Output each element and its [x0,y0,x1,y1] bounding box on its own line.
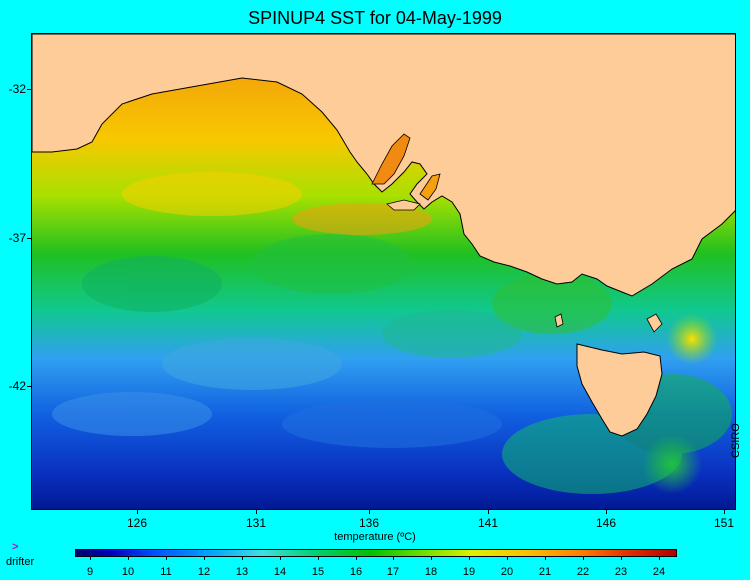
colorbar-tick-mark [90,557,91,560]
colorbar-tick-label: 9 [86,566,94,578]
temperature-colorbar [75,549,677,557]
lat-tick-label-3: -42 [8,379,26,393]
colorbar-tick-label: 11 [160,566,172,578]
warm-eddy [666,313,718,365]
temperature-label: temperature (ºC) [334,531,416,543]
colorbar-tick-mark [545,557,546,560]
lon-tick-mark-6 [724,510,725,514]
colorbar-tick-mark [166,557,167,560]
colorbar-tick-mark [204,557,205,560]
colorbar-tick-mark [356,557,357,560]
colorbar-tick-label: 12 [197,566,211,578]
drifter-legend-label: drifter [6,556,35,568]
colorbar-tick-label: 20 [500,566,514,578]
lat-tick-label-1: -32 [8,82,26,96]
lon-tick-mark-4 [488,510,489,514]
lat-tick-mark-3 [27,386,31,387]
colorbar-tick-label: 13 [235,566,249,578]
colorbar-tick-mark [431,557,432,560]
colorbar-tick-label: 19 [462,566,476,578]
drifter-marker-icon: > [12,541,19,553]
gulf-water [371,133,411,185]
lon-tick-label-2: 131 [245,516,267,530]
colorbar-tick-mark [242,557,243,560]
colorbar-tick-mark [507,557,508,560]
lon-tick-label-3: 136 [358,516,380,530]
colorbar-tick-mark [128,557,129,560]
tasmania-land [576,343,663,437]
colorbar-tick-mark [280,557,281,560]
colorbar-tick-mark [469,557,470,560]
colorbar-tick-label: 21 [538,566,552,578]
sst-map [31,33,736,510]
king-island [554,313,564,328]
colorbar-tick-mark [659,557,660,560]
kangaroo-island [386,199,421,211]
lon-tick-mark-3 [369,510,370,514]
colorbar-tick-label: 16 [349,566,363,578]
colorbar-tick-label: 18 [424,566,438,578]
lon-tick-mark-2 [256,510,257,514]
colorbar-tick-mark [621,557,622,560]
lon-tick-label-4: 141 [477,516,499,530]
colorbar-tick-label: 14 [273,566,287,578]
colorbar-tick-label: 22 [576,566,590,578]
sst-map-svg [32,34,735,509]
map-title: SPINUP4 SST for 04-May-1999 [248,8,502,28]
colorbar-tick-label: 15 [311,566,325,578]
gulf-water-2 [419,173,441,201]
credit-label: CSIRO [730,423,742,458]
colorbar-tick-label: 17 [386,566,400,578]
lon-tick-label-1: 126 [126,516,148,530]
colorbar-tick-label: 23 [614,566,628,578]
colorbar-tick-label: 24 [652,566,666,578]
lon-tick-mark-1 [137,510,138,514]
lon-tick-mark-5 [606,510,607,514]
eddy-pattern [52,172,732,494]
green-eddy [642,434,702,494]
colorbar-tick-mark [583,557,584,560]
lat-tick-label-2: -37 [8,231,26,245]
lon-tick-label-6: 151 [713,516,735,530]
colorbar-tick-mark [318,557,319,560]
colorbar-tick-mark [393,557,394,560]
flinders-island [646,313,663,333]
lon-tick-label-5: 146 [595,516,617,530]
lat-tick-mark-2 [27,238,31,239]
lat-tick-mark-1 [27,89,31,90]
colorbar-tick-label: 10 [121,566,135,578]
